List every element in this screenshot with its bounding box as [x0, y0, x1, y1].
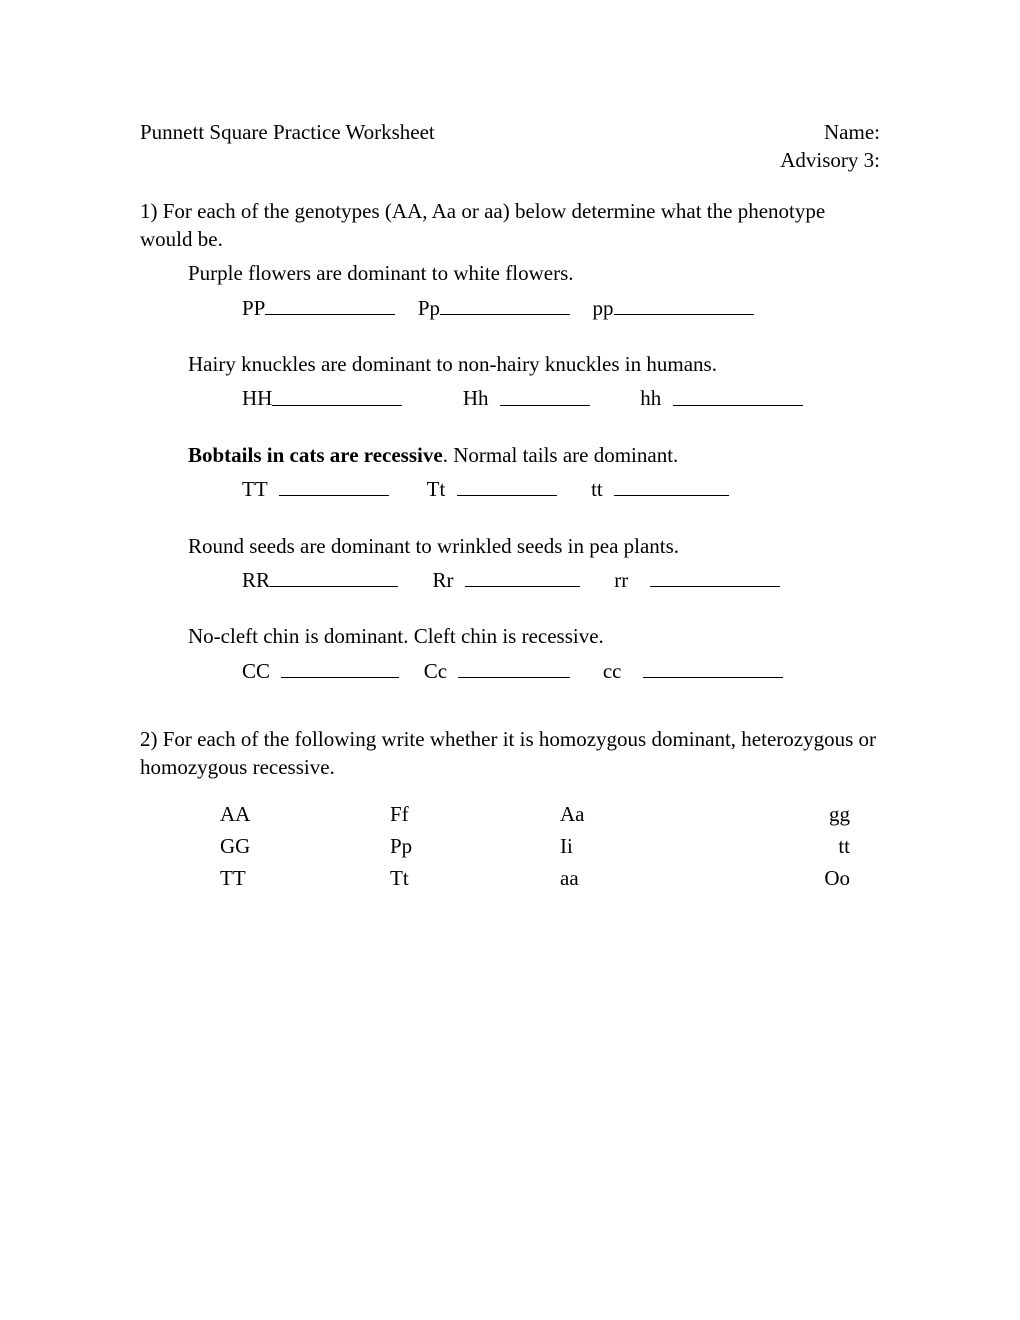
answer-blank[interactable]: [500, 382, 590, 405]
genotype-label: HH: [242, 387, 272, 411]
genotype-cell: Ff: [390, 800, 560, 828]
answer-blank[interactable]: [465, 564, 580, 587]
genotype-cell: Ii: [560, 832, 730, 860]
header-row: Punnett Square Practice Worksheet Name: …: [140, 118, 880, 175]
answer-blank[interactable]: [440, 292, 570, 315]
answer-blank[interactable]: [673, 382, 803, 405]
trait-description-bold: Bobtails in cats are recessive: [188, 443, 443, 467]
genotype-row: RR Rr rr: [242, 564, 880, 594]
genotype-label: Tt: [427, 477, 446, 501]
name-label: Name:: [780, 118, 880, 146]
genotype-row: TT Tt tt: [242, 473, 880, 503]
genotype-label: CC: [242, 659, 270, 683]
answer-blank[interactable]: [457, 473, 557, 496]
answer-blank[interactable]: [270, 564, 398, 587]
genotype-label: hh: [640, 387, 661, 411]
genotype-row: PP Pp pp: [242, 292, 880, 322]
genotype-label: rr: [614, 568, 628, 592]
worksheet-title: Punnett Square Practice Worksheet: [140, 118, 435, 175]
genotype-row: HH Hh hh: [242, 382, 880, 412]
trait-description: Bobtails in cats are recessive. Normal t…: [188, 441, 880, 469]
genotype-label: pp: [593, 296, 614, 320]
genotype-cell: Tt: [390, 864, 560, 892]
answer-blank[interactable]: [265, 292, 395, 315]
answer-blank[interactable]: [279, 473, 389, 496]
trait-description-rest: . Normal tails are dominant.: [443, 443, 679, 467]
genotype-label: Cc: [424, 659, 447, 683]
genotype-cell: TT: [220, 864, 390, 892]
trait-description: Hairy knuckles are dominant to non-hairy…: [188, 350, 880, 378]
trait-block: Bobtails in cats are recessive. Normal t…: [188, 441, 880, 504]
answer-blank[interactable]: [650, 564, 780, 587]
worksheet-page: Punnett Square Practice Worksheet Name: …: [0, 0, 1020, 1320]
genotype-label: TT: [242, 477, 267, 501]
trait-block: Hairy knuckles are dominant to non-hairy…: [188, 350, 880, 413]
genotype-label: Pp: [418, 296, 440, 320]
genotype-label: PP: [242, 296, 265, 320]
answer-blank[interactable]: [272, 382, 402, 405]
answer-blank[interactable]: [643, 655, 783, 678]
genotype-label: Hh: [463, 387, 489, 411]
answer-blank[interactable]: [458, 655, 570, 678]
genotype-label: cc: [603, 659, 622, 683]
genotype-cell: AA: [220, 800, 390, 828]
q1-intro: 1) For each of the genotypes (AA, Aa or …: [140, 197, 880, 254]
trait-description: Round seeds are dominant to wrinkled see…: [188, 532, 880, 560]
genotype-cell: Pp: [390, 832, 560, 860]
answer-blank[interactable]: [614, 292, 754, 315]
genotype-label: Rr: [433, 568, 454, 592]
trait-block: Round seeds are dominant to wrinkled see…: [188, 532, 880, 595]
answer-blank[interactable]: [281, 655, 399, 678]
advisory-label: Advisory 3:: [780, 146, 880, 174]
q2-genotype-grid: AA Ff Aa gg GG Pp Ii tt TT Tt aa Oo: [220, 800, 880, 893]
genotype-cell: tt: [730, 832, 850, 860]
trait-description: Purple flowers are dominant to white flo…: [188, 259, 880, 287]
trait-description: No-cleft chin is dominant. Cleft chin is…: [188, 622, 880, 650]
q2-intro: 2) For each of the following write wheth…: [140, 725, 880, 782]
genotype-cell: Oo: [730, 864, 850, 892]
answer-blank[interactable]: [614, 473, 729, 496]
trait-block: No-cleft chin is dominant. Cleft chin is…: [188, 622, 880, 685]
genotype-label: RR: [242, 568, 270, 592]
genotype-cell: aa: [560, 864, 730, 892]
header-right: Name: Advisory 3:: [780, 118, 880, 175]
genotype-label: tt: [591, 477, 603, 501]
genotype-row: CC Cc cc: [242, 655, 880, 685]
genotype-cell: GG: [220, 832, 390, 860]
genotype-cell: gg: [730, 800, 850, 828]
trait-block: Purple flowers are dominant to white flo…: [188, 259, 880, 322]
genotype-cell: Aa: [560, 800, 730, 828]
